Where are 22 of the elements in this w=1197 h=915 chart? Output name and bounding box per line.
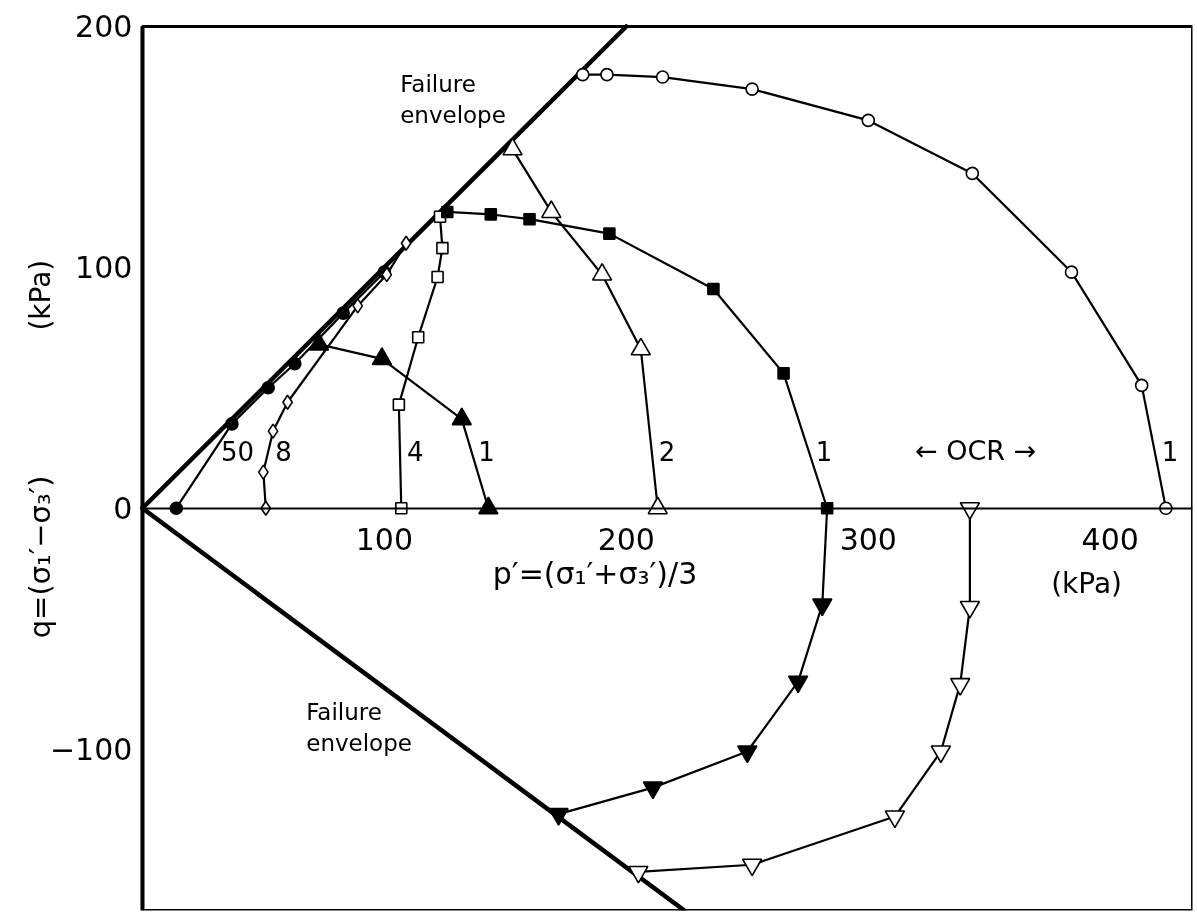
text: (kPa) (23, 259, 57, 331)
series-label: 8 (275, 437, 292, 468)
x-tick-label: 200 (597, 522, 655, 558)
x-tick-label: 100 (355, 522, 413, 558)
y-tick-label: 100 (75, 250, 133, 286)
series-label: 1 (478, 437, 495, 468)
x-axis-title: p′=(σ₁′+σ₃′)/3 (492, 556, 698, 592)
annotation: Failure envelope (306, 699, 412, 757)
x-tick-label: 300 (839, 522, 897, 558)
y-tick-label: −100 (49, 732, 133, 768)
y-tick-label: 0 (113, 491, 133, 527)
y-tick-label: 200 (75, 9, 133, 45)
x-tick-label: 400 (1081, 522, 1139, 558)
annotation: (kPa) (1051, 567, 1123, 601)
series-label: 2 (658, 437, 676, 468)
annotation: ← OCR → (915, 434, 1037, 466)
y-axis-title: q=(σ₁′−σ₃′) (23, 475, 58, 639)
annotation: Failure envelope (400, 70, 506, 128)
series-label: 1 (815, 437, 833, 468)
series-label: 1 (1161, 437, 1179, 468)
series-label: 4 (406, 437, 424, 468)
series-label: 50 (220, 437, 254, 468)
